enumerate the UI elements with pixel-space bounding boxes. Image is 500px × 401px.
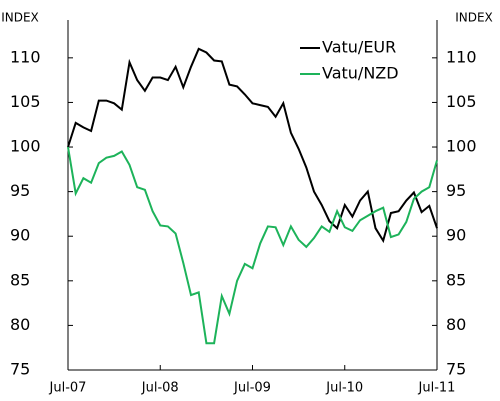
y2-tick-label: 90: [446, 226, 466, 245]
y-tick-label: 85: [10, 270, 30, 289]
x-tick-label: Jul-11: [418, 381, 456, 396]
y2-tick-label: 95: [446, 181, 466, 200]
y-tick-label: 110: [10, 47, 41, 66]
x-tick-label: Jul-10: [325, 381, 363, 396]
y2-tick-label: 75: [446, 360, 466, 379]
series-line: [67, 47, 438, 244]
y2-tick-label: 110: [446, 47, 477, 66]
series-line: [67, 146, 438, 345]
y2-tick-label: 100: [446, 137, 477, 156]
legend-label: Vatu/NZD: [322, 64, 399, 83]
y-tick-label: 95: [10, 181, 30, 200]
x-tick-label: Jul-08: [141, 381, 179, 396]
y-tick-label: 80: [10, 315, 30, 334]
x-tick-label: Jul-09: [233, 381, 271, 396]
x-tick-label: Jul-07: [49, 381, 87, 396]
y-tick-label: 105: [10, 92, 41, 111]
y-tick-label: 75: [10, 360, 30, 379]
legend-label: Vatu/EUR: [322, 38, 396, 57]
y2-tick-label: 105: [446, 92, 477, 111]
y-tick-label: 100: [10, 137, 41, 156]
y-unit-left: INDEX: [1, 11, 39, 25]
y-unit-right: INDEX: [455, 11, 493, 25]
y2-tick-label: 85: [446, 270, 466, 289]
y2-tick-label: 80: [446, 315, 466, 334]
y-tick-label: 90: [10, 226, 30, 245]
